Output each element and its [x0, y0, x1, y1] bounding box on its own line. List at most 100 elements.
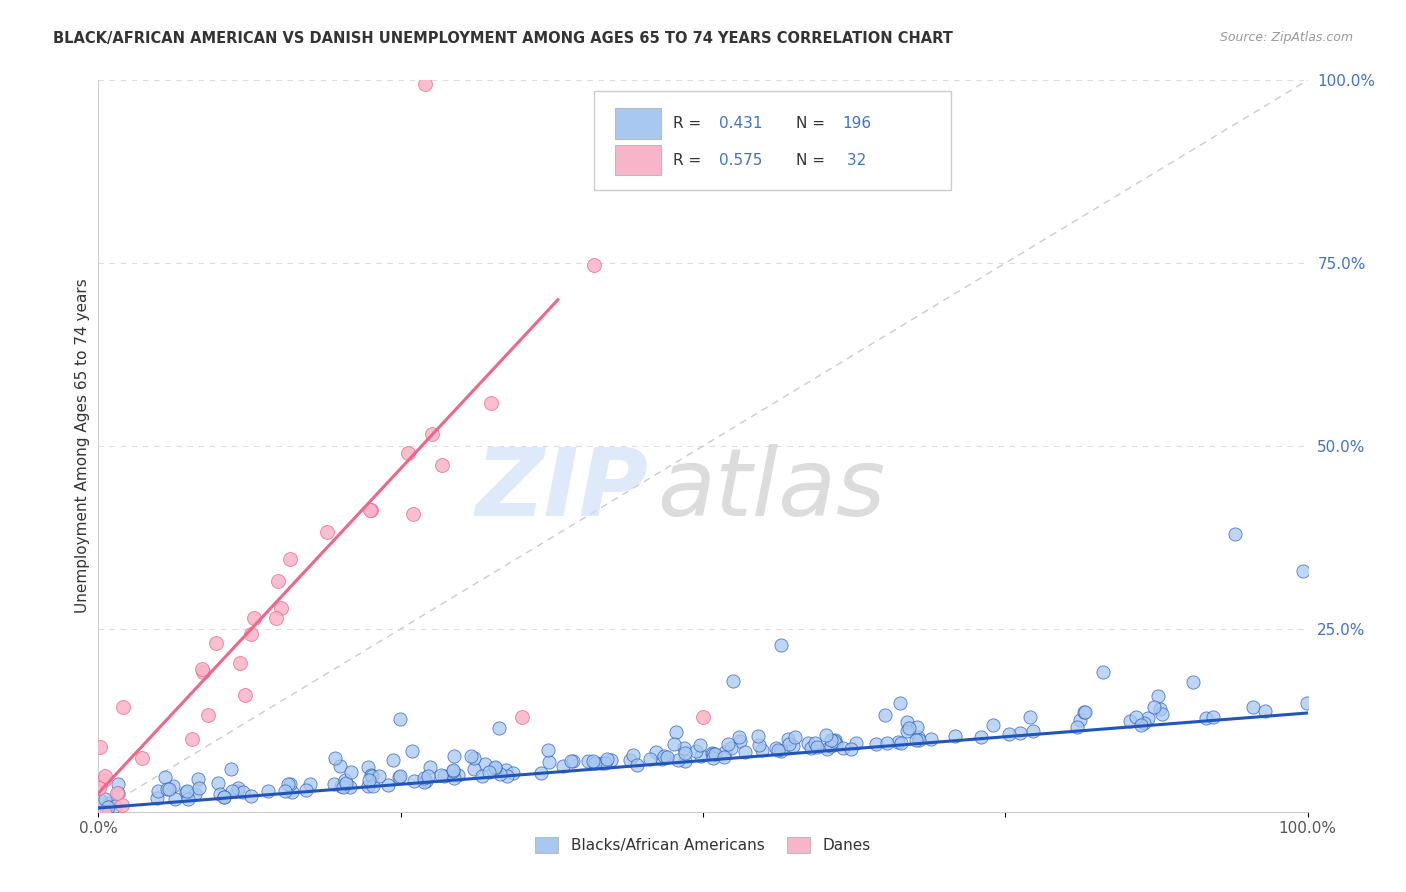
- Point: [562, 755, 585, 769]
- Point: [413, 77, 436, 91]
- Point: [778, 731, 800, 746]
- Point: [1149, 701, 1171, 715]
- Point: [530, 766, 553, 780]
- Point: [1147, 689, 1170, 703]
- Point: [264, 611, 287, 625]
- Point: [638, 752, 661, 766]
- Point: [704, 747, 727, 761]
- Point: [800, 740, 823, 755]
- Point: [207, 775, 229, 789]
- Point: [551, 758, 574, 772]
- Point: [748, 739, 770, 753]
- Point: [1073, 705, 1095, 719]
- Point: [191, 662, 214, 676]
- Point: [111, 700, 134, 714]
- Point: [447, 768, 470, 782]
- Point: [728, 734, 751, 748]
- Point: [488, 721, 510, 735]
- Point: [820, 739, 842, 754]
- Point: [93, 805, 115, 819]
- Point: [1019, 710, 1042, 724]
- Point: [174, 785, 197, 799]
- Point: [162, 780, 184, 794]
- Point: [419, 760, 441, 774]
- Point: [666, 754, 689, 768]
- Point: [177, 792, 200, 806]
- Point: [471, 769, 494, 783]
- Point: [1152, 706, 1174, 721]
- Point: [165, 792, 187, 806]
- Point: [645, 745, 668, 759]
- Point: [463, 751, 485, 765]
- Point: [657, 750, 679, 764]
- Point: [188, 781, 211, 796]
- Point: [700, 746, 723, 760]
- Point: [747, 729, 769, 743]
- Point: [360, 768, 382, 782]
- Point: [889, 697, 911, 711]
- Point: [839, 742, 862, 756]
- Point: [360, 503, 382, 517]
- Point: [783, 730, 806, 744]
- Point: [721, 673, 744, 688]
- Point: [111, 798, 134, 813]
- Point: [1069, 713, 1091, 727]
- Point: [576, 754, 599, 768]
- Point: [107, 777, 129, 791]
- Point: [184, 787, 207, 801]
- Point: [796, 736, 818, 750]
- Point: [690, 749, 713, 764]
- Point: [97, 800, 120, 814]
- Point: [401, 744, 423, 758]
- Point: [479, 396, 502, 410]
- Point: [887, 735, 910, 749]
- Point: [1022, 724, 1045, 739]
- Point: [257, 784, 280, 798]
- Point: [357, 772, 380, 787]
- Point: [685, 744, 707, 758]
- Point: [329, 759, 352, 773]
- Point: [824, 737, 846, 751]
- Point: [1295, 696, 1317, 710]
- Point: [212, 790, 235, 805]
- Point: [1253, 704, 1275, 718]
- Point: [323, 751, 346, 765]
- Point: [335, 773, 357, 788]
- Point: [396, 446, 419, 460]
- Point: [146, 783, 169, 797]
- Point: [388, 712, 411, 726]
- Point: [823, 733, 845, 747]
- Point: [814, 728, 837, 742]
- Point: [233, 688, 256, 702]
- Point: [460, 749, 482, 764]
- Point: [1133, 716, 1156, 731]
- Point: [1125, 709, 1147, 723]
- Point: [770, 744, 793, 758]
- Point: [1008, 726, 1031, 740]
- Point: [920, 732, 942, 747]
- Point: [413, 771, 436, 785]
- Point: [146, 791, 169, 805]
- Y-axis label: Unemployment Among Ages 65 to 74 years: Unemployment Among Ages 65 to 74 years: [75, 278, 90, 614]
- Point: [484, 761, 506, 775]
- Point: [416, 769, 439, 783]
- Point: [94, 799, 117, 814]
- Point: [239, 626, 262, 640]
- Point: [131, 751, 153, 765]
- Point: [806, 740, 828, 755]
- Point: [299, 776, 322, 790]
- Point: [1241, 700, 1264, 714]
- Text: BLACK/AFRICAN AMERICAN VS DANISH UNEMPLOYMENT AMONG AGES 65 TO 74 YEARS CORRELAT: BLACK/AFRICAN AMERICAN VS DANISH UNEMPLO…: [53, 31, 953, 46]
- Point: [478, 764, 501, 779]
- Point: [896, 714, 918, 729]
- Point: [420, 427, 443, 442]
- Point: [329, 779, 352, 793]
- Point: [905, 720, 928, 734]
- Point: [243, 611, 266, 625]
- Point: [340, 764, 363, 779]
- Point: [1194, 711, 1216, 725]
- Point: [582, 754, 605, 768]
- Point: [766, 743, 789, 757]
- Point: [103, 798, 125, 813]
- Point: [1130, 718, 1153, 732]
